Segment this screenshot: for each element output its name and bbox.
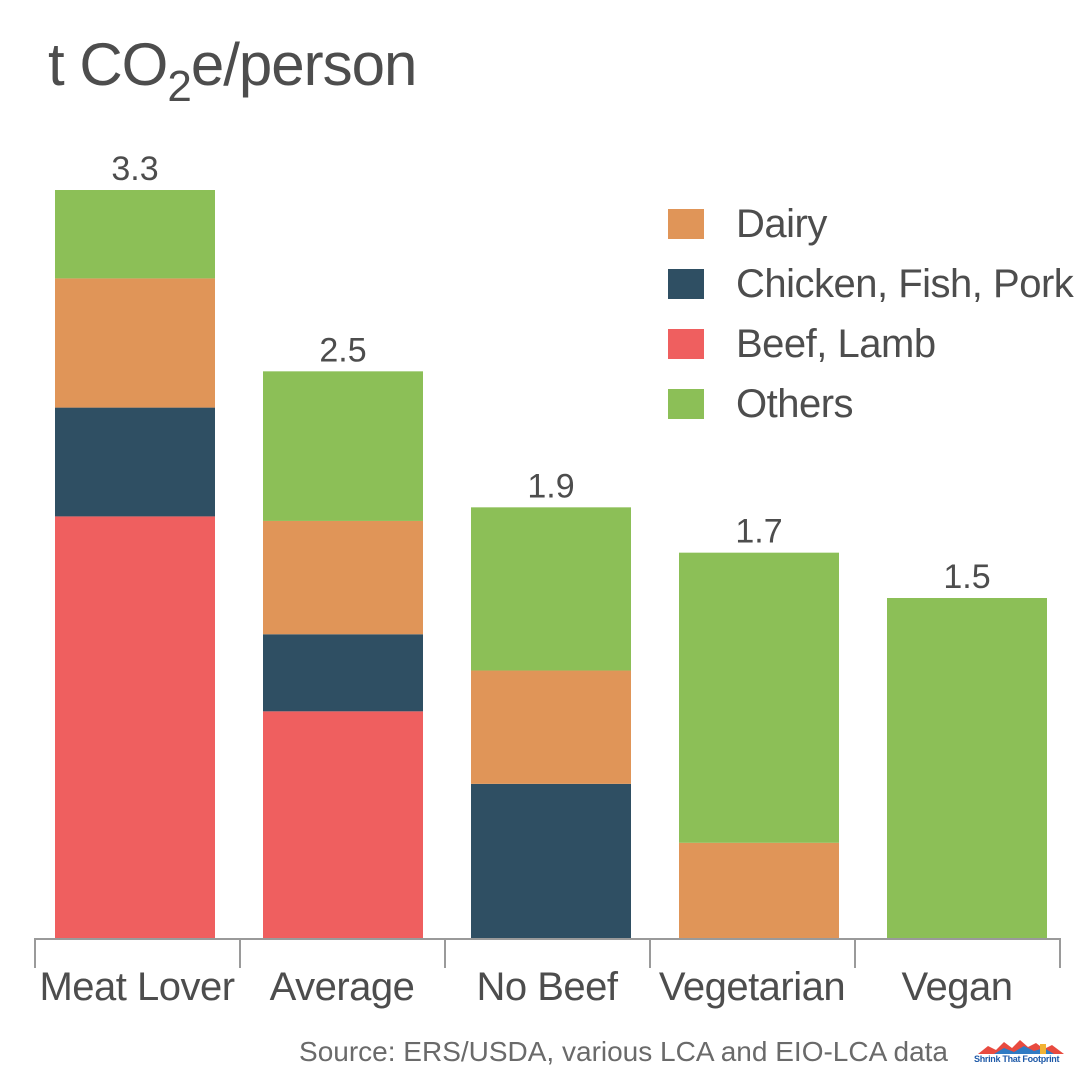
bar-segment-vegetarian-others [679, 552, 839, 843]
legend-swatch [668, 389, 704, 419]
bar-value-labels: 3.3 2.5 1.9 1.7 1.5 [111, 150, 990, 596]
legend-item-beef-lamb: Beef, Lamb [668, 314, 1073, 374]
bar-segment-no-beef-dairy [471, 670, 631, 784]
bar-value-label: 1.5 [943, 558, 990, 596]
bar-segment-average-beef-lamb [263, 711, 423, 938]
bar-segment-vegan-others [887, 598, 1047, 938]
bar-segment-meat-lover-dairy [55, 278, 215, 408]
category-label: Meat Lover [39, 965, 234, 1009]
category-label: Average [270, 965, 415, 1009]
legend-label: Dairy [736, 201, 827, 246]
bar-value-label: 3.3 [111, 150, 158, 188]
bar-segment-meat-lover-beef-lamb [55, 516, 215, 938]
bar-segment-average-others [263, 371, 423, 521]
logo: Shrink That Footprint [974, 1036, 1070, 1072]
bar-segment-no-beef-others [471, 507, 631, 671]
legend-label: Chicken, Fish, Pork [736, 261, 1074, 306]
logo-skyline-icon [978, 1040, 1064, 1054]
bar-segment-meat-lover-others [55, 190, 215, 279]
category-label: No Beef [476, 965, 618, 1009]
chart-title: t CO2e/person [48, 31, 417, 111]
legend-swatch [668, 209, 704, 239]
legend-item-chicken-fish-pork: Chicken, Fish, Pork [668, 254, 1074, 314]
bars-group [55, 190, 1047, 938]
bar-segment-meat-lover-chicken-fish-pork [55, 407, 215, 517]
legend-item-dairy: Dairy [668, 194, 1073, 254]
bar-value-label: 1.7 [735, 513, 782, 551]
x-axis [34, 938, 1061, 968]
logo-text: Shrink That Footprint [974, 1054, 1060, 1064]
bar-segment-no-beef-chicken-fish-pork [471, 783, 631, 938]
bar-segment-average-dairy [263, 520, 423, 635]
legend-swatch [668, 329, 704, 359]
bar-value-label: 2.5 [319, 331, 366, 369]
legend-swatch [668, 269, 704, 299]
source-note: Source: ERS/USDA, various LCA and EIO-LC… [299, 1036, 948, 1067]
legend: Dairy Chicken, Fish, Pork Beef, Lamb Others [668, 194, 1074, 434]
category-labels: Meat Lover Average No Beef Vegetarian Vegan [39, 965, 1013, 1009]
legend-item-others: Others [668, 374, 1073, 434]
legend-label: Beef, Lamb [736, 321, 936, 366]
bar-value-label: 1.9 [527, 467, 574, 505]
bar-segment-vegetarian-dairy [679, 842, 839, 938]
category-label: Vegetarian [659, 965, 845, 1009]
bar-segment-average-chicken-fish-pork [263, 634, 423, 712]
category-label: Vegan [902, 965, 1013, 1009]
legend-label: Others [736, 381, 854, 426]
